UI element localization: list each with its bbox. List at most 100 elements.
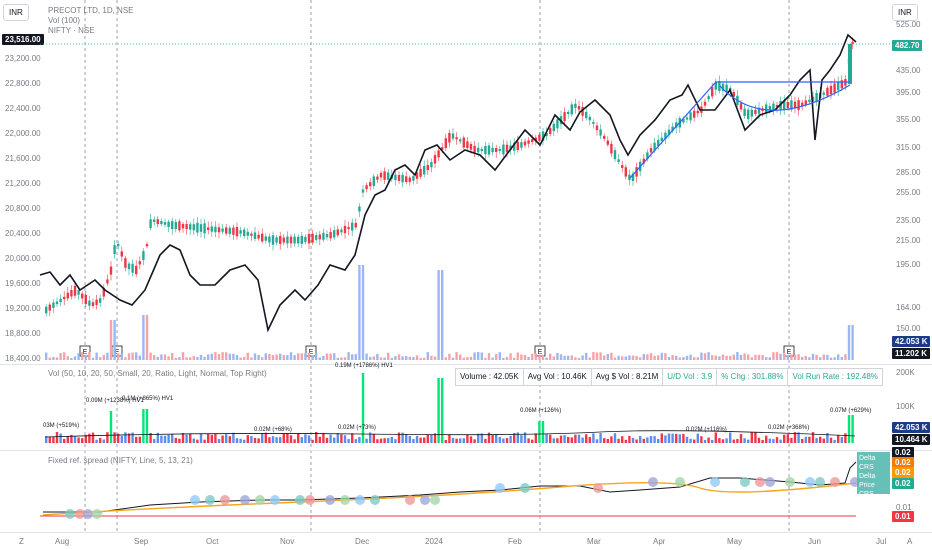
crs-dot (370, 495, 380, 505)
legend-nifty: NIFTY · NSE (48, 26, 95, 35)
volume-overlay-bar (509, 353, 512, 360)
volume-overlay-bar (304, 353, 307, 360)
candle-body (325, 234, 329, 238)
candle-body (451, 133, 455, 139)
volume-bar (815, 437, 818, 443)
candle-body (66, 292, 69, 299)
volume-bar (552, 438, 555, 443)
crs-dot (255, 495, 265, 505)
volume-overlay-bar (55, 357, 59, 360)
volume-bar (811, 432, 815, 443)
volume-bar (106, 432, 109, 443)
candle-body (664, 132, 667, 139)
crs-dot (675, 477, 685, 487)
volume-bar (315, 432, 318, 443)
volume-bar (531, 439, 534, 443)
volume-bar (99, 437, 102, 443)
candle-body (163, 222, 167, 225)
candle-body (837, 82, 840, 91)
volume-bar (491, 435, 494, 443)
volume-bar (383, 438, 386, 443)
volume-bar (45, 436, 48, 443)
volume-bar (264, 432, 267, 443)
candle-body (653, 142, 656, 151)
stat-run-rate: Vol Run Rate : 192.48% (792, 372, 878, 381)
candle-body (592, 121, 595, 124)
volume-overlay-bar (181, 352, 185, 360)
volume-overlay-bar (185, 357, 188, 360)
volume-overlay-bar (250, 357, 253, 360)
volume-bar (419, 437, 422, 443)
candle-body (239, 230, 242, 234)
volume-overlay-bar (804, 356, 807, 360)
currency-selector-left[interactable]: INR (3, 4, 29, 21)
volume-bar (412, 438, 415, 443)
candle-body (221, 228, 224, 232)
volume-overlay-bar (289, 352, 293, 360)
volume-bar (610, 436, 613, 443)
volume-overlay-bar (635, 356, 638, 360)
volume-overlay-bar (487, 353, 491, 360)
volume-overlay-bar (192, 356, 195, 360)
panel-divider-2 (0, 450, 932, 451)
volume-overlay-bar (361, 265, 365, 360)
volume-overlay-bar (783, 352, 786, 360)
volume-overlay-bar (336, 357, 339, 360)
volume-bar (570, 437, 573, 443)
volume-overlay-bar (228, 353, 231, 360)
volume-overlay-bar (495, 354, 498, 360)
volume-bar (585, 434, 588, 443)
volume-bar (311, 439, 314, 443)
panel-divider-1 (0, 364, 932, 365)
candle-body (714, 81, 717, 90)
timezone-toggle[interactable]: Z (19, 537, 24, 546)
left-axis-tick: 22,800.00 (5, 79, 41, 88)
volume-overlay-bar (419, 357, 422, 360)
candle-body (739, 103, 743, 110)
candle-body (397, 174, 401, 181)
candle-body (243, 229, 246, 237)
candle-body (721, 83, 725, 91)
candle-body (631, 173, 635, 182)
volume-bar (520, 435, 523, 443)
volume-overlay-bar (196, 356, 199, 360)
volume-overlay-bar (102, 354, 105, 360)
right-axis-tick: 395.00 (896, 88, 921, 97)
crs-dot (355, 495, 365, 505)
candle-body (804, 100, 807, 106)
time-axis-label: Dec (355, 537, 370, 546)
candle-body (228, 227, 231, 234)
volume-overlay-bar (531, 353, 534, 360)
volume-bar (433, 433, 437, 443)
candle-body (253, 232, 257, 239)
candle-body (743, 108, 746, 116)
volume-overlay-bar (779, 353, 782, 360)
volume-bar (606, 438, 609, 443)
candle-body (477, 147, 480, 153)
volume-bar (840, 436, 843, 443)
candle-body (167, 221, 170, 228)
volume-bar (163, 435, 167, 443)
candle-body (109, 266, 113, 275)
candle-body (829, 85, 833, 94)
right-axis-tick: 150.00 (896, 324, 921, 333)
volume-overlay-bar (325, 353, 329, 360)
currency-selector-right[interactable]: INR (892, 4, 918, 21)
candle-body (826, 87, 829, 96)
volume-bar (297, 433, 300, 443)
candle-body (444, 138, 447, 149)
candle-body (549, 128, 552, 134)
candle-body (671, 126, 674, 131)
volume-overlay-bar (541, 355, 545, 360)
candle-body (91, 302, 95, 306)
auto-scale-toggle[interactable]: A (907, 537, 913, 546)
volume-bar (192, 438, 195, 443)
volume-bar (196, 439, 199, 443)
volume-bar (405, 433, 408, 443)
candle-body (214, 226, 217, 233)
volume-overlay-bar (563, 355, 566, 360)
candle-body (145, 244, 149, 247)
time-axis-label: Nov (280, 537, 295, 546)
volume-overlay-bar (138, 355, 141, 360)
